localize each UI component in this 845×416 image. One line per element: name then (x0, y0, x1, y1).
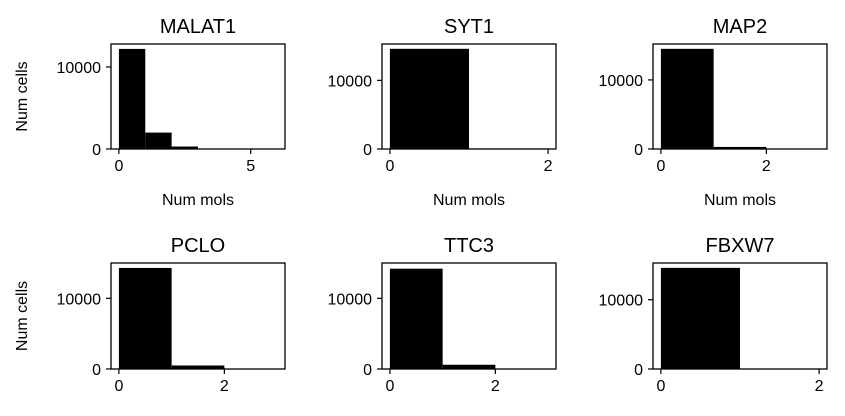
histogram-bar (442, 364, 496, 369)
y-axis-label: Num cells (14, 281, 31, 351)
y-tick-label: 0 (363, 362, 372, 379)
histogram-panel: PCLO 0 2 0 10000 Num cells (14, 235, 286, 395)
x-tick-label: 0 (385, 378, 394, 395)
x-axis-label: Num mols (433, 192, 505, 209)
x-tick-label: 2 (491, 378, 500, 395)
y-tick-label: 0 (363, 142, 372, 159)
y-tick-label: 10000 (57, 291, 102, 308)
x-tick-label: 0 (114, 158, 123, 175)
histogram-panel: MAP2 0 2 0 10000 Num mols (599, 16, 828, 209)
y-axis-label: Num cells (14, 61, 31, 131)
y-tick-label: 0 (634, 142, 643, 159)
y-tick-label: 0 (634, 362, 643, 379)
x-tick-label: 5 (246, 158, 255, 175)
x-tick-label: 0 (656, 158, 665, 175)
histogram-bar (713, 146, 767, 149)
histogram-bar (660, 267, 740, 369)
histogram-bar (118, 48, 146, 149)
y-tick-label: 0 (92, 362, 101, 379)
histogram-bar (171, 146, 198, 149)
y-tick-label: 10000 (57, 60, 102, 77)
x-tick-label: 0 (114, 378, 123, 395)
y-tick-label: 10000 (328, 73, 373, 90)
plot-frame (110, 43, 286, 150)
x-tick-label: 0 (385, 158, 394, 175)
histogram-bar (145, 132, 172, 149)
histogram-bar (118, 267, 172, 369)
panel-title: SYT1 (444, 16, 494, 38)
plot-frame (381, 262, 557, 370)
panel-title: TTC3 (444, 235, 494, 257)
panel-title: FBXW7 (706, 235, 775, 257)
x-tick-label: 0 (656, 378, 665, 395)
panel-title: MAP2 (713, 16, 767, 38)
histogram-bar (389, 48, 469, 149)
x-tick-label: 2 (762, 158, 771, 175)
histogram-panel: FBXW7 0 2 0 10000 (599, 235, 828, 395)
y-tick-label: 10000 (599, 293, 644, 310)
histogram-bar (660, 48, 714, 149)
x-tick-label: 2 (220, 378, 229, 395)
y-tick-label: 0 (92, 142, 101, 159)
plot-frame (652, 262, 828, 370)
plot-frame (652, 43, 828, 150)
x-tick-label: 2 (544, 158, 553, 175)
plot-frame (110, 262, 286, 370)
panel-title: MALAT1 (160, 16, 236, 38)
plot-frame (381, 43, 557, 150)
x-axis-label: Num mols (162, 192, 234, 209)
y-tick-label: 10000 (599, 73, 644, 90)
x-tick-label: 2 (815, 378, 824, 395)
x-axis-label: Num mols (704, 192, 776, 209)
histogram-panel: SYT1 0 2 0 10000 Num mols (328, 16, 557, 209)
panel-title: PCLO (171, 235, 225, 257)
histogram-bar (389, 268, 443, 369)
histogram-panel: TTC3 0 2 0 10000 (328, 235, 557, 395)
y-tick-label: 10000 (328, 291, 373, 308)
histogram-bar (171, 365, 225, 369)
histogram-panel: MALAT1 0 5 0 10000 Num mols Num cells (14, 16, 286, 209)
